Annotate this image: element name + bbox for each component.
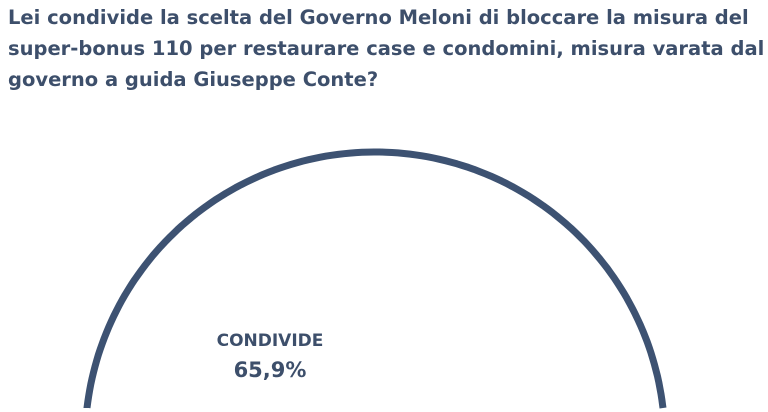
chart-title: Lei condivide la scelta del Governo Melo…	[8, 6, 765, 91]
slice-label-condivide: CONDIVIDE	[217, 331, 324, 351]
slice-value-condivide: 65,9%	[234, 358, 307, 382]
pie-slice-condivide	[83, 148, 667, 412]
